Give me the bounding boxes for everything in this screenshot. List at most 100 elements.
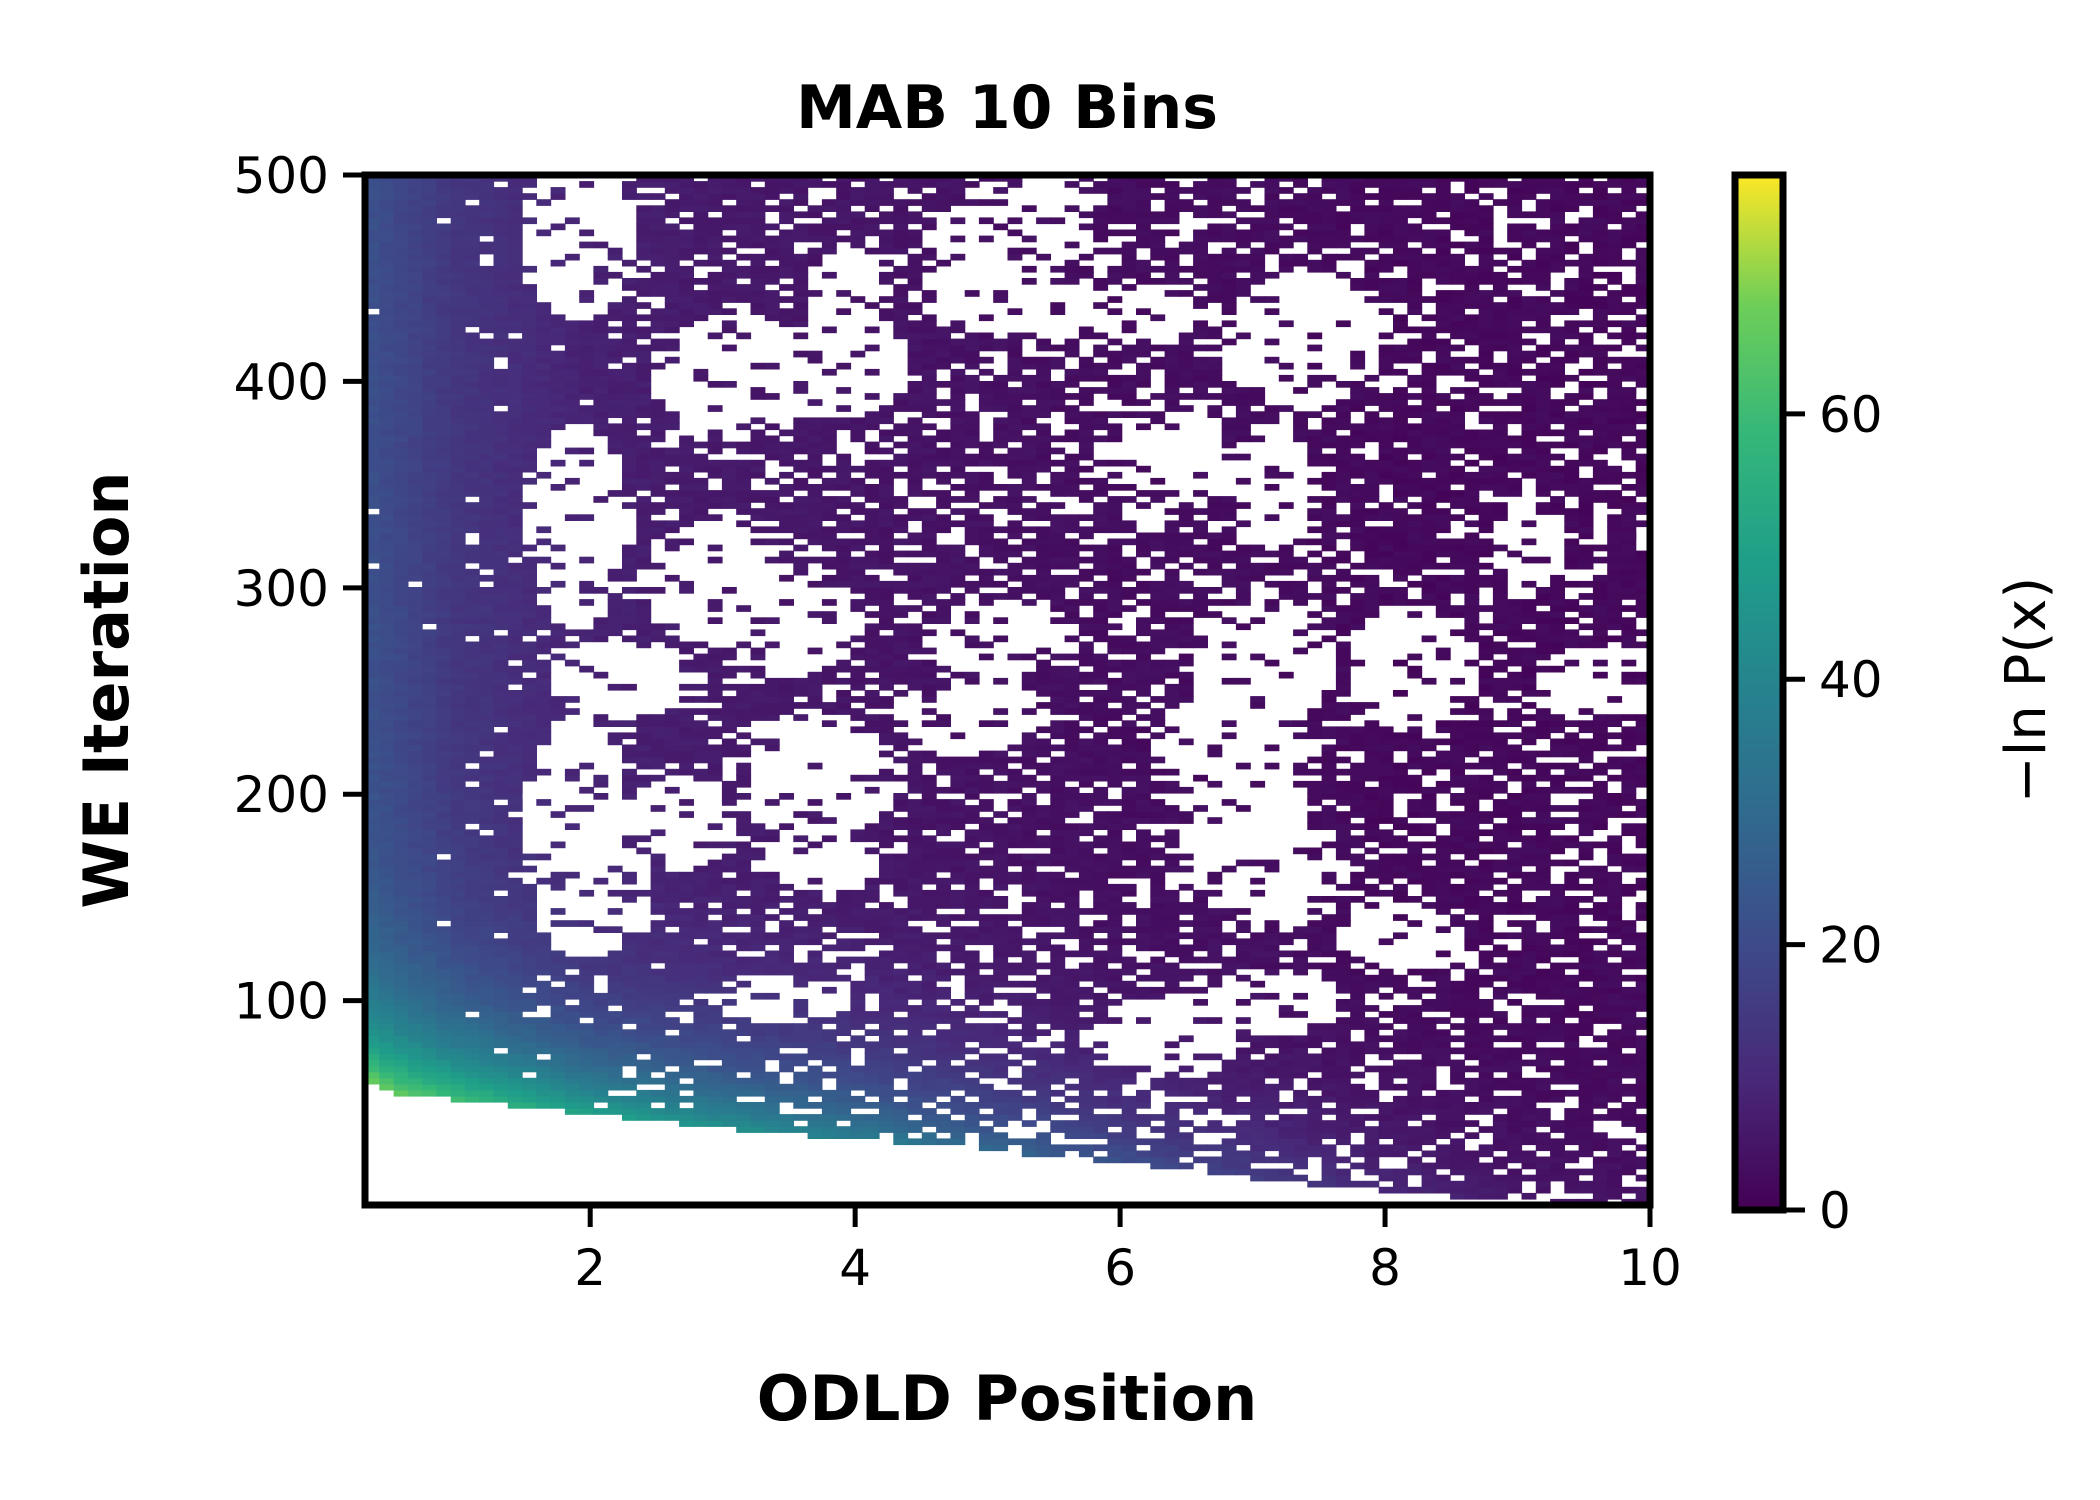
heatmap-cell xyxy=(1550,1138,1565,1146)
heatmap-cell xyxy=(1064,1053,1080,1061)
heatmap-cell xyxy=(1635,611,1650,618)
heatmap-cell xyxy=(1293,1059,1308,1067)
heatmap-cell xyxy=(936,611,951,618)
heatmap-cell xyxy=(1378,1023,1394,1030)
heatmap-cell xyxy=(436,762,452,770)
heatmap-cell xyxy=(1478,762,1494,770)
heatmap-cell xyxy=(650,938,666,946)
heatmap-cell xyxy=(950,811,966,818)
heatmap-cell xyxy=(936,1138,951,1146)
heatmap-cell xyxy=(936,1041,951,1049)
heatmap-cell xyxy=(1164,914,1180,921)
heatmap-cell xyxy=(1521,980,1537,988)
heatmap-cell xyxy=(636,1089,652,1097)
heatmap-cell xyxy=(1521,1041,1537,1049)
heatmap-cell xyxy=(1578,1083,1594,1091)
heatmap-cell xyxy=(1078,823,1094,830)
heatmap-cell xyxy=(450,623,466,631)
heatmap-cell xyxy=(493,938,509,946)
heatmap-cell xyxy=(493,768,509,776)
heatmap-cell xyxy=(1535,647,1551,655)
heatmap-cell xyxy=(1264,865,1280,873)
heatmap-cell xyxy=(1021,1065,1037,1073)
heatmap-cell xyxy=(379,593,395,600)
heatmap-cell xyxy=(493,1059,509,1067)
heatmap-cell xyxy=(1407,756,1423,764)
heatmap-cell xyxy=(1064,1095,1080,1103)
heatmap-cell xyxy=(479,732,495,740)
heatmap-cell xyxy=(893,774,909,782)
heatmap-cell xyxy=(1078,599,1094,606)
heatmap-cell xyxy=(707,926,723,933)
heatmap-cell xyxy=(493,968,509,976)
heatmap-cell xyxy=(721,865,737,873)
heatmap-cell xyxy=(679,883,694,891)
heatmap-cell xyxy=(536,968,552,976)
heatmap-cell xyxy=(1250,962,1280,970)
heatmap-cell xyxy=(1064,883,1080,891)
heatmap-cell xyxy=(978,653,994,661)
heatmap-cell xyxy=(1278,671,1294,679)
heatmap-cell xyxy=(1350,1089,1366,1097)
heatmap-cell xyxy=(1307,793,1323,800)
heatmap-cell xyxy=(1293,932,1308,940)
heatmap-cell xyxy=(1378,1011,1394,1018)
heatmap-cell xyxy=(422,677,437,685)
heatmap-cell xyxy=(1607,1089,1623,1097)
heatmap-cell xyxy=(1364,1162,1380,1170)
heatmap-cell xyxy=(593,992,609,1000)
heatmap-cell xyxy=(1036,677,1066,685)
heatmap-cell xyxy=(1064,1011,1080,1018)
heatmap-cell xyxy=(921,1071,937,1079)
heatmap-cell xyxy=(650,1047,666,1055)
heatmap-cell xyxy=(379,817,395,824)
heatmap-cell xyxy=(1564,841,1580,849)
heatmap-cell xyxy=(1421,877,1437,885)
heatmap-cell xyxy=(1507,623,1523,631)
heatmap-cell xyxy=(864,635,880,643)
heatmap-cell xyxy=(1278,950,1294,958)
heatmap-cell xyxy=(1364,702,1380,709)
heatmap-cell xyxy=(679,968,709,976)
heatmap-cell xyxy=(1407,786,1423,794)
heatmap-cell xyxy=(1635,902,1650,909)
heatmap-cell xyxy=(1478,647,1494,655)
heatmap-cell xyxy=(365,1053,380,1061)
heatmap-cell xyxy=(707,1053,723,1061)
heatmap-cell xyxy=(422,968,437,976)
heatmap-cell xyxy=(1235,599,1251,606)
heatmap-cell xyxy=(1421,1120,1437,1127)
heatmap-cell xyxy=(650,926,666,933)
heatmap-cell xyxy=(1592,986,1608,994)
heatmap-cell xyxy=(807,1023,823,1030)
heatmap-cell xyxy=(493,623,509,631)
heatmap-cell xyxy=(1578,768,1594,776)
heatmap-cell xyxy=(1364,726,1394,734)
heatmap-cell xyxy=(1535,956,1551,964)
heatmap-cell xyxy=(1421,1023,1437,1030)
heatmap-cell xyxy=(779,968,794,976)
heatmap-cell xyxy=(1021,805,1037,812)
heatmap-cell xyxy=(1150,732,1166,740)
heatmap-cell xyxy=(907,992,923,1000)
heatmap-cell xyxy=(1393,835,1408,843)
heatmap-cell xyxy=(1550,944,1565,952)
heatmap-cell xyxy=(850,992,866,1000)
heatmap-cell xyxy=(607,1041,623,1049)
heatmap-cell xyxy=(964,671,980,679)
heatmap-cell xyxy=(1335,1023,1351,1030)
heatmap-cell xyxy=(1393,1120,1408,1127)
heatmap-cell xyxy=(907,1108,923,1115)
heatmap-cell xyxy=(422,780,437,788)
heatmap-cell xyxy=(1407,599,1423,606)
heatmap-cell xyxy=(622,768,637,776)
heatmap-cell xyxy=(464,1059,480,1067)
heatmap-cell xyxy=(1321,1180,1337,1188)
heatmap-cell xyxy=(1592,659,1608,667)
heatmap-cell xyxy=(1050,653,1066,661)
heatmap-cell xyxy=(864,896,880,903)
heatmap-cell xyxy=(850,665,866,673)
heatmap-cell xyxy=(993,1089,1009,1097)
heatmap-cell xyxy=(1121,938,1137,946)
heatmap-cell xyxy=(507,623,523,631)
